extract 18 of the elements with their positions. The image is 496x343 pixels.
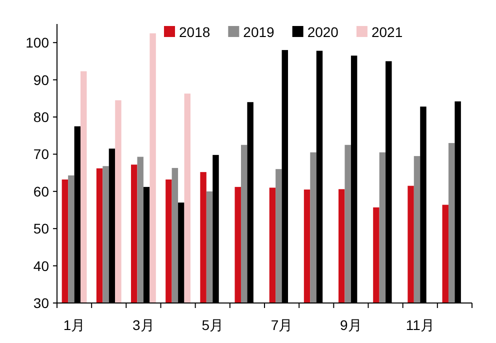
legend-label: 2021 bbox=[371, 24, 403, 40]
legend-label: 2020 bbox=[307, 24, 339, 40]
y-tick-label: 80 bbox=[33, 109, 50, 125]
y-tick-label: 60 bbox=[33, 183, 50, 200]
y-tick-label: 30 bbox=[33, 295, 50, 311]
x-tick-label: 5月 bbox=[202, 317, 224, 333]
legend-label: 2018 bbox=[179, 24, 210, 40]
x-tick-label: 9月 bbox=[340, 317, 362, 333]
y-tick-label: 100 bbox=[26, 34, 50, 51]
y-tick-label: 90 bbox=[33, 72, 50, 88]
y-tick-label: 40 bbox=[33, 258, 50, 274]
x-tick-label: 3月 bbox=[132, 317, 154, 333]
y-tick-label: 50 bbox=[33, 220, 50, 237]
y-tick-label: 70 bbox=[33, 146, 50, 162]
x-tick-label: 1月 bbox=[63, 317, 86, 333]
x-tick-label: 11月 bbox=[406, 317, 434, 333]
x-tick-label: 7月 bbox=[270, 317, 293, 333]
legend-label: 2019 bbox=[243, 24, 275, 40]
